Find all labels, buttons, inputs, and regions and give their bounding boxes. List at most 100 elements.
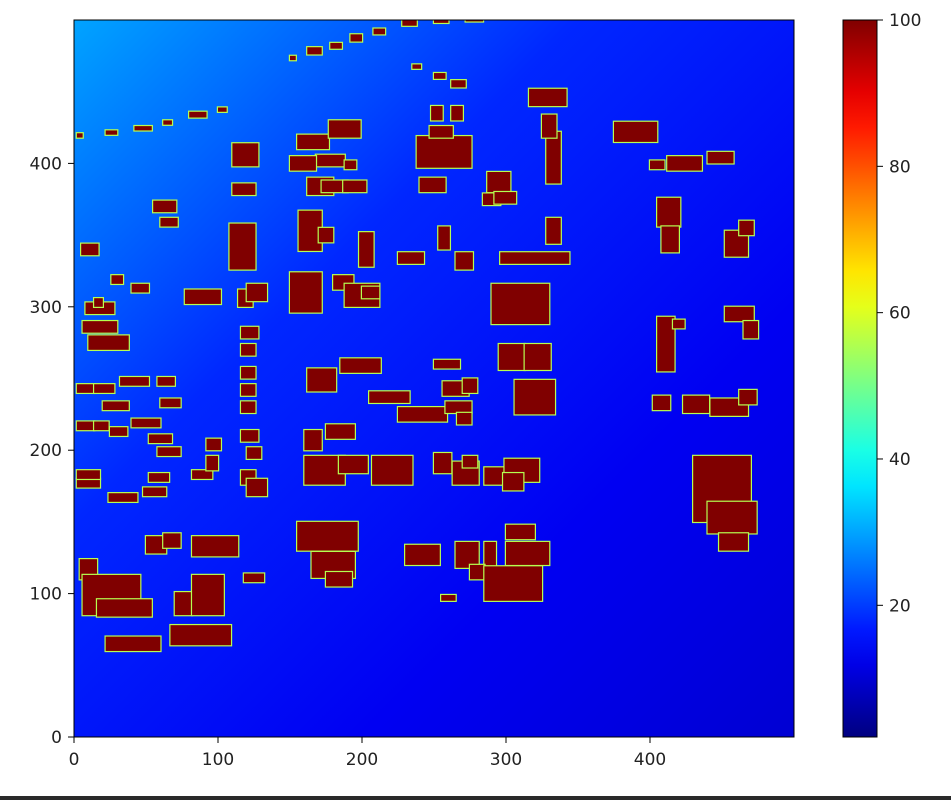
building-block: [108, 493, 138, 502]
building-block: [657, 316, 675, 372]
building-block: [438, 226, 450, 250]
building-block: [321, 180, 348, 193]
building-block: [431, 106, 443, 121]
building-block: [246, 447, 262, 459]
building-block: [232, 183, 256, 195]
building-block: [76, 470, 100, 479]
building-block: [434, 73, 446, 79]
building-block: [192, 536, 239, 557]
building-block: [241, 344, 256, 356]
colorbar-gradient: [842, 19, 878, 738]
building-block: [470, 564, 485, 580]
building-block: [398, 252, 424, 264]
building-block: [192, 574, 224, 616]
building-block: [455, 541, 479, 568]
building-block: [131, 283, 149, 293]
building-block: [315, 154, 345, 167]
building-block: [359, 232, 374, 267]
building-block: [192, 470, 213, 479]
building-block: [743, 321, 758, 339]
building-block: [707, 501, 757, 534]
building-block: [131, 418, 161, 428]
building-block: [326, 572, 352, 587]
building-block: [506, 524, 535, 540]
building-block: [97, 599, 152, 617]
colorbar-axis: 20 40 60 80 100: [877, 11, 921, 616]
building-block: [652, 395, 671, 411]
building-block: [160, 398, 181, 408]
x-tick-label: 0: [69, 750, 80, 770]
building-block: [514, 379, 555, 415]
building-block: [246, 478, 267, 497]
building-block: [500, 252, 570, 264]
building-block: [88, 335, 129, 350]
building-block: [462, 455, 478, 468]
building-block: [338, 455, 368, 474]
building-block: [724, 306, 754, 322]
building-block: [153, 200, 177, 213]
building-block: [120, 377, 149, 386]
building-block: [344, 160, 357, 170]
buildings-layer: [75, 20, 760, 653]
building-block: [246, 283, 267, 302]
building-block: [402, 20, 417, 26]
colorbar-tick-label: 60: [889, 304, 911, 324]
colorbar-tick-label: 100: [889, 11, 921, 31]
building-block: [174, 592, 193, 616]
plot-area: [73, 19, 795, 738]
building-block: [318, 227, 334, 243]
building-block: [724, 230, 748, 257]
building-block: [290, 272, 322, 313]
building-block: [498, 344, 525, 370]
building-block: [491, 283, 550, 325]
building-block: [451, 106, 463, 121]
building-block: [328, 120, 361, 138]
building-block: [441, 595, 456, 601]
colorbar-tick-label: 20: [889, 596, 911, 616]
colorbar-tick-label: 80: [889, 157, 911, 177]
building-block: [189, 111, 207, 118]
building-block: [143, 487, 167, 497]
building-block: [739, 220, 754, 236]
building-block: [416, 136, 472, 168]
building-block: [206, 455, 218, 471]
building-block: [343, 180, 367, 193]
building-block: [148, 473, 170, 482]
building-block: [373, 28, 386, 35]
building-block: [739, 389, 757, 405]
building-block: [503, 473, 524, 491]
building-block: [451, 80, 466, 88]
x-tick-label: 200: [346, 750, 378, 770]
building-block: [241, 384, 256, 396]
building-block: [232, 143, 259, 167]
building-block: [76, 421, 95, 431]
building-block: [105, 130, 118, 135]
building-block: [157, 377, 175, 386]
building-block: [241, 401, 256, 413]
building-block: [184, 289, 221, 304]
plot-frame: [73, 19, 795, 738]
building-block: [94, 298, 103, 307]
building-block: [304, 430, 322, 451]
building-block: [524, 344, 551, 370]
building-block: [494, 192, 517, 204]
building-block: [465, 20, 483, 22]
building-block: [307, 368, 337, 392]
x-axis: 0 100 200 300 400: [69, 737, 666, 770]
building-block: [241, 430, 259, 442]
y-tick-label: 400: [30, 154, 62, 174]
building-block: [326, 424, 355, 439]
building-block: [111, 275, 123, 284]
building-block: [707, 151, 734, 164]
colorbar-tick-label: 40: [889, 450, 911, 470]
building-block: [350, 34, 362, 42]
building-block: [82, 321, 118, 333]
y-tick-label: 300: [30, 298, 62, 318]
building-block: [455, 252, 473, 270]
building-block: [506, 541, 550, 565]
building-block: [484, 541, 496, 568]
building-block: [290, 55, 296, 61]
building-block: [542, 114, 557, 138]
y-tick-label: 100: [30, 585, 62, 605]
